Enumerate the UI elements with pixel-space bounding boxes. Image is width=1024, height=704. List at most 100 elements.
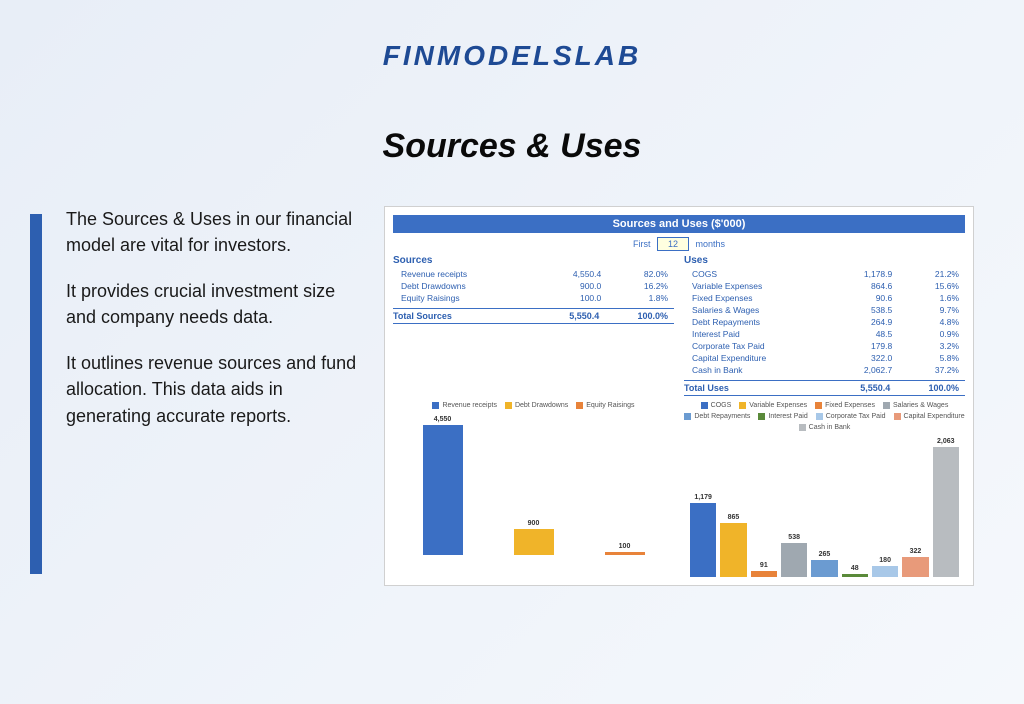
- content-area: The Sources & Uses in our financial mode…: [0, 206, 1024, 586]
- bar: [423, 425, 463, 555]
- legend-item: COGS: [701, 402, 732, 409]
- bar-label: 538: [788, 534, 800, 541]
- row-value: 90.6: [826, 293, 893, 303]
- total-uses-value: 5,550.4: [822, 383, 891, 393]
- legend-item: Corporate Tax Paid: [816, 413, 886, 420]
- bar: [690, 503, 716, 577]
- legend-label: Fixed Expenses: [825, 402, 875, 409]
- paragraph-3: It outlines revenue sources and fund all…: [66, 350, 360, 428]
- bar-wrap: 2,063: [933, 438, 959, 577]
- paragraph-1: The Sources & Uses in our financial mode…: [66, 206, 360, 258]
- row-label: Variable Expenses: [684, 281, 826, 291]
- bar-wrap: 100: [581, 543, 668, 555]
- row-label: Debt Drawdowns: [393, 281, 535, 291]
- row-label: Equity Raisings: [393, 293, 535, 303]
- row-label: COGS: [684, 269, 826, 279]
- brand-logo: FINMODELSLAB: [0, 40, 1024, 72]
- legend-label: Corporate Tax Paid: [826, 413, 886, 420]
- page-title: Sources & Uses: [0, 127, 1024, 166]
- bar: [514, 529, 554, 555]
- uses-table: Uses COGS1,178.921.2%Variable Expenses86…: [684, 255, 965, 396]
- row-label: Corporate Tax Paid: [684, 341, 826, 351]
- row-value: 322.0: [826, 353, 893, 363]
- bar-label: 180: [879, 557, 891, 564]
- table-row: COGS1,178.921.2%: [684, 268, 965, 280]
- bar-wrap: 1,179: [690, 494, 716, 577]
- row-label: Interest Paid: [684, 329, 826, 339]
- legend-label: Equity Raisings: [586, 402, 634, 409]
- row-pct: 1.8%: [601, 293, 674, 303]
- row-value: 179.8: [826, 341, 893, 351]
- total-uses-pct: 100.0%: [890, 383, 965, 393]
- table-row: Salaries & Wages538.59.7%: [684, 304, 965, 316]
- row-value: 264.9: [826, 317, 893, 327]
- row-label: Revenue receipts: [393, 269, 535, 279]
- charts-row: Revenue receiptsDebt DrawdownsEquity Rai…: [393, 402, 965, 577]
- table-row: Fixed Expenses90.61.6%: [684, 292, 965, 304]
- table-row: Capital Expenditure322.05.8%: [684, 352, 965, 364]
- row-pct: 4.8%: [892, 317, 965, 327]
- bar: [751, 571, 777, 577]
- legend-item: Cash in Bank: [799, 424, 851, 431]
- bar: [720, 523, 746, 578]
- bar: [933, 447, 959, 577]
- sources-chart: Revenue receiptsDebt DrawdownsEquity Rai…: [393, 402, 674, 577]
- bar-wrap: 91: [751, 562, 777, 577]
- legend-swatch: [883, 402, 890, 409]
- bar-label: 91: [760, 562, 768, 569]
- legend-swatch: [894, 413, 901, 420]
- legend-swatch: [739, 402, 746, 409]
- legend-item: Revenue receipts: [432, 402, 496, 409]
- legend-item: Interest Paid: [758, 413, 807, 420]
- sources-legend: Revenue receiptsDebt DrawdownsEquity Rai…: [393, 402, 674, 409]
- uses-bars: 1,179 865 91 538 265 48 180 322 2,063: [684, 437, 965, 577]
- row-pct: 9.7%: [892, 305, 965, 315]
- row-label: Fixed Expenses: [684, 293, 826, 303]
- bar-label: 1,179: [694, 494, 712, 501]
- paragraph-2: It provides crucial investment size and …: [66, 278, 360, 330]
- total-sources-label: Total Sources: [393, 311, 531, 321]
- legend-label: Variable Expenses: [749, 402, 807, 409]
- legend-item: Salaries & Wages: [883, 402, 948, 409]
- row-pct: 82.0%: [601, 269, 674, 279]
- table-row: Variable Expenses864.615.6%: [684, 280, 965, 292]
- panel-screenshot: Sources and Uses ($'000) First 12 months…: [384, 206, 974, 586]
- table-row: Revenue receipts4,550.482.0%: [393, 268, 674, 280]
- legend-swatch: [758, 413, 765, 420]
- table-row: Cash in Bank2,062.737.2%: [684, 364, 965, 376]
- bar: [902, 557, 928, 577]
- bar: [872, 566, 898, 577]
- legend-label: Salaries & Wages: [893, 402, 948, 409]
- bar-label: 4,550: [434, 416, 452, 423]
- row-pct: 16.2%: [601, 281, 674, 291]
- bar-label: 322: [910, 548, 922, 555]
- bar: [842, 574, 868, 577]
- bar-wrap: 322: [902, 548, 928, 577]
- row-value: 900.0: [535, 281, 602, 291]
- uses-legend: COGS Variable Expenses Fixed Expenses Salar…: [684, 402, 965, 431]
- legend-item: Capital Expenditure: [894, 413, 965, 420]
- row-value: 48.5: [826, 329, 893, 339]
- bar-wrap: 48: [842, 565, 868, 577]
- legend-label: Capital Expenditure: [904, 413, 965, 420]
- uses-chart: COGS Variable Expenses Fixed Expenses Salar…: [684, 402, 965, 577]
- bar-label: 865: [728, 514, 740, 521]
- total-uses-row: Total Uses 5,550.4 100.0%: [684, 380, 965, 396]
- row-value: 1,178.9: [826, 269, 893, 279]
- legend-swatch: [799, 424, 806, 431]
- legend-item: Debt Repayments: [684, 413, 750, 420]
- bar: [605, 552, 645, 555]
- text-column: The Sources & Uses in our financial mode…: [50, 206, 360, 449]
- table-row: Debt Repayments264.94.8%: [684, 316, 965, 328]
- bar-label: 900: [528, 520, 540, 527]
- table-row: Corporate Tax Paid179.83.2%: [684, 340, 965, 352]
- row-pct: 15.6%: [892, 281, 965, 291]
- row-value: 2,062.7: [826, 365, 893, 375]
- period-selector: First 12 months: [393, 233, 965, 255]
- legend-item: Equity Raisings: [576, 402, 634, 409]
- row-label: Debt Repayments: [684, 317, 826, 327]
- row-pct: 3.2%: [892, 341, 965, 351]
- bar-wrap: 538: [781, 534, 807, 577]
- bar-wrap: 265: [811, 551, 837, 577]
- row-value: 100.0: [535, 293, 602, 303]
